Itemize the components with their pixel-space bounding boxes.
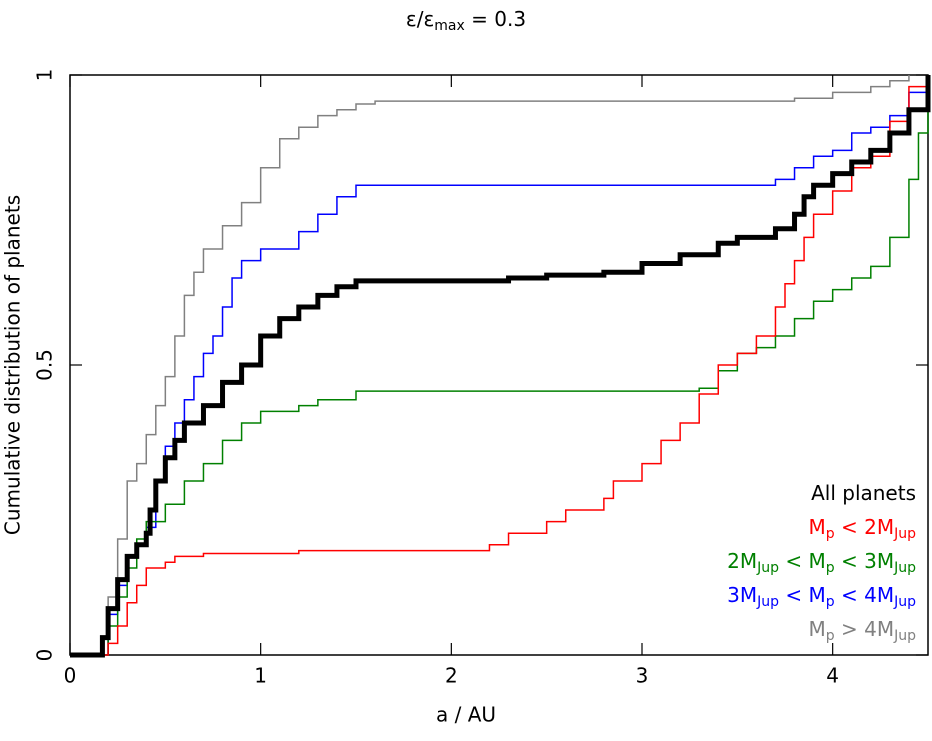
subscript: p (826, 526, 835, 542)
text-part: = 0.3 (465, 7, 526, 31)
x-tick-label: 1 (254, 664, 267, 688)
legend-entry: 3MJup < Mp < 4MJup (727, 583, 916, 611)
chart-title: ε/εmax = 0.3 (406, 7, 526, 35)
text-part: ε/ε (406, 7, 434, 31)
text-part: > 4M (835, 617, 894, 641)
x-tick-label: 3 (636, 664, 649, 688)
subscript: Jup (893, 594, 916, 610)
y-axis-label: Cumulative distribution of planets (1, 195, 25, 535)
text-part: M (809, 617, 826, 641)
text-part: < M (779, 583, 826, 607)
text-part: 2M (727, 549, 757, 573)
legend-entry: 2MJup < Mp < 3MJup (727, 549, 916, 577)
subscript: p (826, 560, 835, 576)
text-part: 3M (727, 583, 757, 607)
x-tick-label: 0 (64, 664, 77, 688)
step-line (70, 75, 910, 656)
step-line (70, 75, 931, 658)
y-tick-label: 0 (33, 649, 57, 662)
text-part: < 2M (835, 515, 894, 539)
y-tick-label: 0.5 (33, 349, 57, 381)
subscript: Jup (893, 560, 916, 576)
text-part: < 4M (835, 583, 894, 607)
subscript: Jup (756, 594, 779, 610)
subscript: p (826, 594, 835, 610)
y-tick-label: 1 (33, 69, 57, 82)
subscript: p (826, 628, 835, 644)
step-line (70, 75, 929, 656)
subscript: max (434, 18, 465, 34)
legend-entry: Mp > 4MJup (809, 617, 917, 645)
subscript: Jup (893, 628, 916, 644)
x-tick-label: 2 (445, 664, 458, 688)
text-part: < 3M (835, 549, 894, 573)
text-part: All planets (811, 481, 916, 505)
legend-entry: Mp < 2MJup (809, 515, 917, 543)
subscript: Jup (893, 526, 916, 542)
text-part: M (809, 515, 826, 539)
legend-entry: All planets (811, 481, 916, 505)
x-tick-label: 4 (826, 664, 839, 688)
step-line (70, 75, 929, 656)
x-axis-label: a / AU (436, 703, 496, 727)
text-part: < M (779, 549, 826, 573)
subscript: Jup (756, 560, 779, 576)
